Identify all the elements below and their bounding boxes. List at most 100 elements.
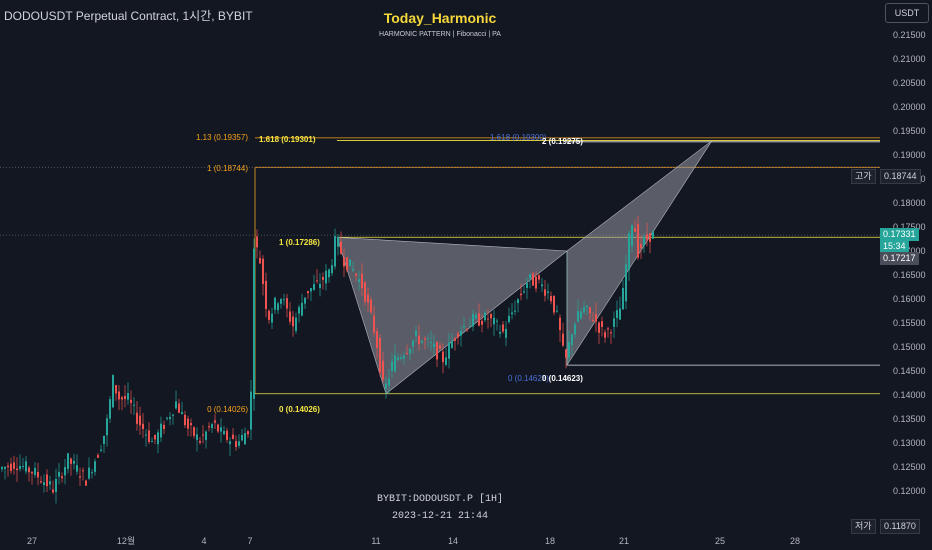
price-tick-label: 0.14000 — [893, 390, 926, 400]
price-axis[interactable]: 0.21500 0.21000 0.20500 0.20000 0.19500 0.190… — [893, 30, 926, 496]
candle-body — [157, 432, 159, 445]
harmonic-pattern — [336, 140, 713, 395]
candle-body — [523, 291, 525, 293]
candle-body — [373, 315, 375, 333]
currency-button[interactable]: USDT — [885, 3, 929, 23]
candle-body — [151, 441, 153, 443]
candle-body — [571, 334, 573, 346]
candle-body — [400, 357, 402, 359]
candle-body — [478, 313, 480, 326]
candle-body — [412, 340, 414, 347]
candle-body — [505, 328, 507, 338]
time-tick-label: 11 — [371, 536, 380, 546]
candle-body — [34, 467, 36, 476]
candle-body — [4, 466, 6, 469]
candle-body — [532, 273, 534, 286]
candle-body — [10, 463, 12, 471]
candle-body — [634, 228, 636, 232]
countdown-tag: 15:34 — [880, 240, 909, 253]
candle-body — [163, 424, 165, 429]
candle-body — [553, 295, 555, 313]
candle-body — [466, 329, 468, 331]
candle-body — [391, 361, 393, 371]
fib-label-left-1-13: 1.13 (0.19357) — [196, 133, 248, 142]
candle-body — [238, 441, 240, 446]
candle-body — [13, 462, 15, 469]
candle-body — [235, 441, 237, 447]
candle-body — [382, 360, 384, 380]
candle-body — [1, 467, 3, 470]
candle-body — [640, 244, 642, 249]
high-label: 고가 — [851, 169, 876, 184]
candle-body — [517, 299, 519, 304]
candle-body — [22, 465, 24, 467]
candle-body — [109, 399, 111, 419]
candle-body — [379, 337, 381, 373]
candle-body — [592, 319, 594, 321]
candle-body — [106, 418, 108, 436]
candle-body — [565, 349, 567, 358]
candle-body — [295, 317, 297, 332]
candle-body — [334, 236, 336, 267]
fib-label-mid-0: 0 (0.14026) — [279, 405, 320, 414]
candle-body — [601, 321, 603, 327]
candle-body — [184, 414, 186, 426]
candle-body — [340, 241, 342, 254]
candle-body — [172, 414, 174, 416]
candle-body — [619, 308, 621, 320]
price-tick-label: 0.17000 — [893, 246, 926, 256]
candle-body — [622, 288, 624, 310]
candle-body — [616, 310, 618, 318]
candle-body — [268, 310, 270, 320]
candle-body — [271, 313, 273, 323]
candle-body — [166, 417, 168, 419]
price-tick-label: 0.12000 — [893, 486, 926, 496]
candle-body — [556, 310, 558, 312]
candle-body — [415, 330, 417, 336]
candle-body — [307, 291, 309, 294]
candle-body — [637, 223, 639, 258]
candle-body — [265, 280, 267, 309]
candle-body — [352, 269, 354, 271]
candle-body — [454, 338, 456, 341]
candle-body — [241, 434, 243, 441]
candle-body — [526, 283, 528, 288]
brand-subtitle: HARMONIC PATTERN | Fibonacci | PA — [379, 31, 501, 38]
candle-body — [91, 472, 93, 474]
candle-body — [514, 310, 516, 312]
candle-body — [16, 468, 18, 471]
candle-body — [73, 460, 75, 464]
fibonacci-labels: 1.13 (0.19357) 1 (0.18744) 0 (0.14026) 1… — [196, 133, 583, 414]
candle-body — [25, 461, 27, 472]
candle-body — [346, 257, 348, 271]
candle-body — [253, 248, 255, 399]
candle-body — [457, 333, 459, 338]
candle-body — [568, 342, 570, 358]
candle-body — [472, 314, 474, 327]
candle-body — [217, 424, 219, 432]
candle-body — [364, 282, 366, 302]
time-axis[interactable]: 27 12월 4 7 11 14 18 21 25 28 — [27, 535, 800, 546]
candle-body — [649, 233, 651, 242]
time-tick-label: 25 — [715, 536, 725, 546]
candle-body — [40, 481, 42, 483]
candle-body — [292, 316, 294, 327]
candle-body — [358, 279, 360, 283]
candle-body — [223, 431, 225, 435]
price-tick-label: 0.14500 — [893, 366, 926, 376]
candle-body — [610, 332, 612, 334]
candle-body — [496, 320, 498, 322]
candle-body — [325, 270, 327, 284]
candle-body — [28, 467, 30, 473]
high-value-tag: 0.18744 — [880, 169, 921, 184]
candle-body — [628, 233, 630, 270]
candle-body — [544, 289, 546, 296]
prev-price-tag: 0.17217 — [880, 252, 919, 265]
candle-body — [130, 399, 132, 403]
candle-body — [70, 458, 72, 464]
candle-body — [316, 280, 318, 282]
candle-body — [337, 236, 339, 247]
candle-body — [19, 465, 21, 470]
candle-body — [439, 345, 441, 349]
